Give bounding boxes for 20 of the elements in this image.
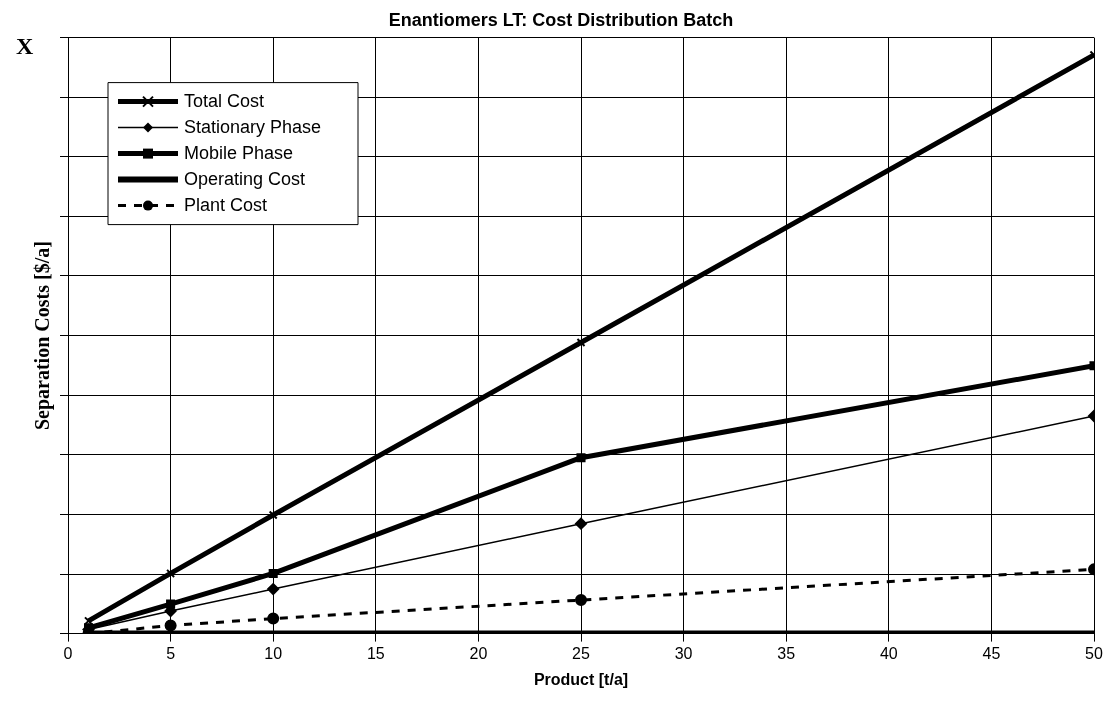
x-tick-label: 45 xyxy=(982,644,1001,662)
y-axis-title: Separation Costs [$/a] xyxy=(31,241,55,431)
x-tick-label: 35 xyxy=(777,644,796,662)
legend-label: Stationary Phase xyxy=(184,116,322,137)
x-tick-label: 10 xyxy=(264,644,283,662)
x-axis-title: Product [t/a] xyxy=(533,670,629,688)
legend-label: Total Cost xyxy=(184,90,265,111)
x-tick-label: 50 xyxy=(1085,644,1103,662)
text: X xyxy=(16,33,34,60)
legend-label: Operating Cost xyxy=(184,168,306,189)
x-tick-label: 20 xyxy=(469,644,488,662)
legend-label: Plant Cost xyxy=(184,194,268,215)
x-tick-label: 0 xyxy=(63,644,73,662)
x-tick-label: 5 xyxy=(166,644,176,662)
x-tick-label: 25 xyxy=(572,644,590,662)
x-tick-label: 15 xyxy=(366,644,385,662)
chart-title: Enantiomers LT: Cost Distribution Batch xyxy=(388,9,734,30)
x-tick-label: 30 xyxy=(674,644,693,662)
x-tick-label: 40 xyxy=(879,644,898,662)
legend-label: Mobile Phase xyxy=(184,142,294,163)
